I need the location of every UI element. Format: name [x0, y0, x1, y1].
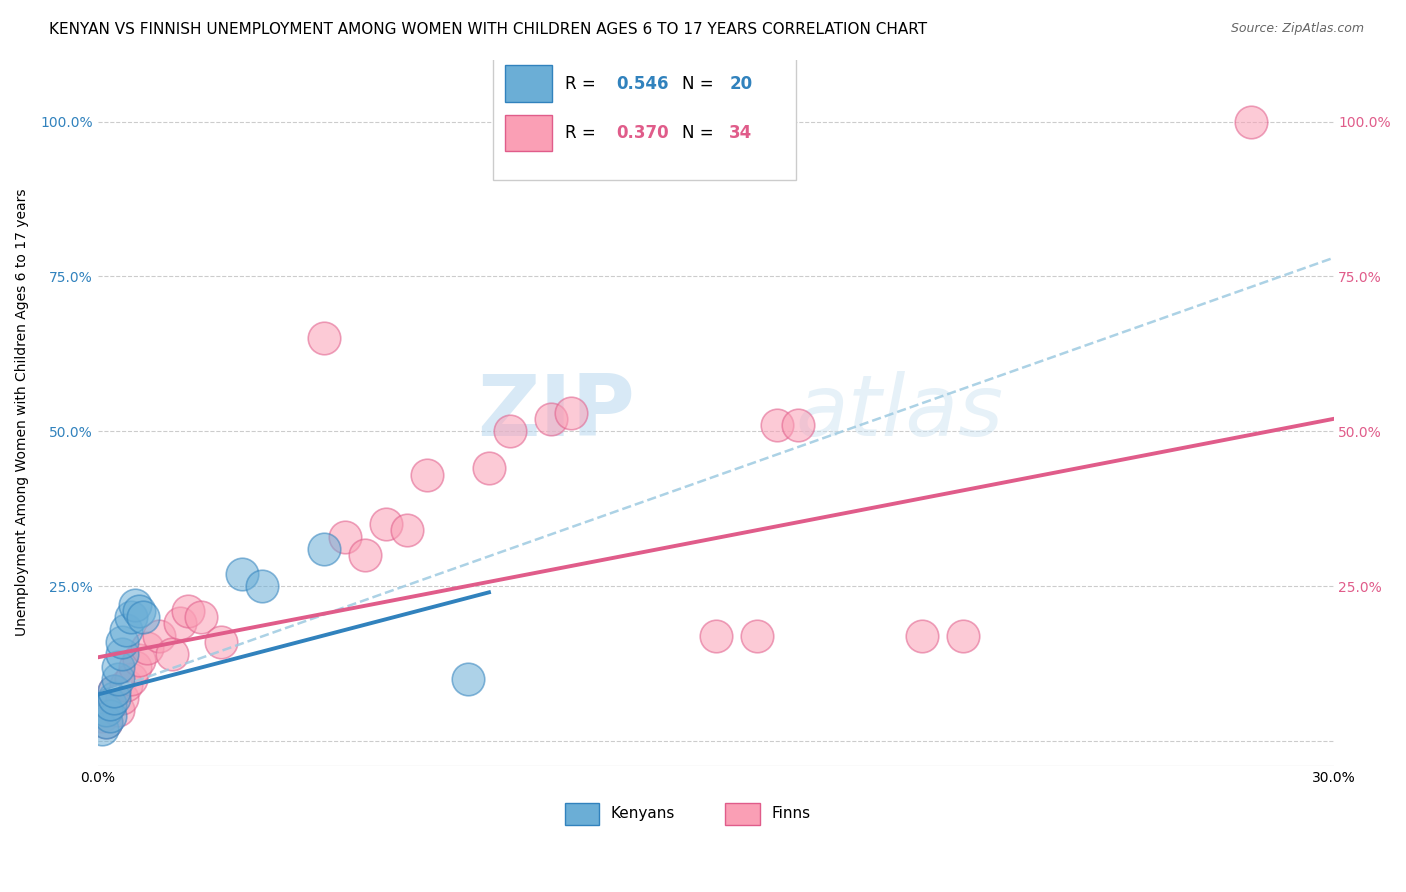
Point	[252, 579, 274, 593]
Point	[90, 709, 112, 723]
Bar	[725, 803, 761, 825]
Bar	[494, 56, 796, 179]
Point	[498, 424, 520, 438]
Point	[148, 629, 170, 643]
Point	[94, 715, 117, 730]
Point	[98, 709, 121, 723]
Point	[107, 672, 129, 686]
Point	[136, 641, 159, 656]
Point	[457, 672, 479, 686]
Point	[787, 418, 810, 433]
Point	[395, 524, 418, 538]
Point	[169, 616, 191, 631]
Text: 0.370: 0.370	[617, 124, 669, 142]
Point	[231, 566, 253, 581]
Text: Source: ZipAtlas.com: Source: ZipAtlas.com	[1230, 22, 1364, 36]
Point	[540, 412, 562, 426]
Point	[124, 659, 146, 673]
Point	[704, 629, 727, 643]
Text: N =: N =	[682, 75, 718, 93]
Text: R =: R =	[565, 124, 600, 142]
Point	[124, 598, 146, 612]
Point	[1240, 114, 1263, 128]
Text: Kenyans: Kenyans	[610, 806, 675, 822]
Text: 34: 34	[730, 124, 752, 142]
Text: Finns: Finns	[770, 806, 810, 822]
Point	[120, 610, 142, 624]
Point	[132, 610, 155, 624]
Point	[333, 530, 356, 544]
Text: 20: 20	[730, 75, 752, 93]
Point	[560, 406, 582, 420]
Point	[103, 690, 125, 705]
Text: R =: R =	[565, 75, 600, 93]
Point	[115, 678, 138, 692]
Point	[209, 635, 232, 649]
Point	[111, 635, 134, 649]
Point	[745, 629, 768, 643]
Point	[98, 697, 121, 711]
Point	[416, 467, 439, 482]
Bar	[505, 115, 553, 152]
Point	[375, 517, 398, 532]
Point	[94, 703, 117, 717]
Bar	[565, 803, 599, 825]
Point	[910, 629, 932, 643]
Point	[354, 548, 377, 562]
Point	[111, 648, 134, 662]
Point	[90, 722, 112, 736]
Point	[111, 690, 134, 705]
Point	[314, 331, 336, 345]
Point	[107, 703, 129, 717]
Text: atlas: atlas	[796, 371, 1004, 454]
Point	[128, 653, 150, 667]
Text: ZIP: ZIP	[478, 371, 636, 454]
Point	[952, 629, 974, 643]
Point	[103, 684, 125, 698]
Point	[120, 672, 142, 686]
Point	[190, 610, 212, 624]
Point	[160, 648, 183, 662]
Point	[115, 623, 138, 637]
Point	[98, 697, 121, 711]
Text: KENYAN VS FINNISH UNEMPLOYMENT AMONG WOMEN WITH CHILDREN AGES 6 TO 17 YEARS CORR: KENYAN VS FINNISH UNEMPLOYMENT AMONG WOM…	[49, 22, 928, 37]
Point	[478, 461, 501, 475]
Y-axis label: Unemployment Among Women with Children Ages 6 to 17 years: Unemployment Among Women with Children A…	[15, 189, 30, 637]
Point	[314, 541, 336, 556]
Bar	[505, 65, 553, 102]
Point	[766, 418, 789, 433]
Point	[128, 604, 150, 618]
Point	[103, 684, 125, 698]
Point	[94, 715, 117, 730]
Text: 0.546: 0.546	[617, 75, 669, 93]
Point	[107, 659, 129, 673]
Point	[177, 604, 200, 618]
Text: N =: N =	[682, 124, 718, 142]
